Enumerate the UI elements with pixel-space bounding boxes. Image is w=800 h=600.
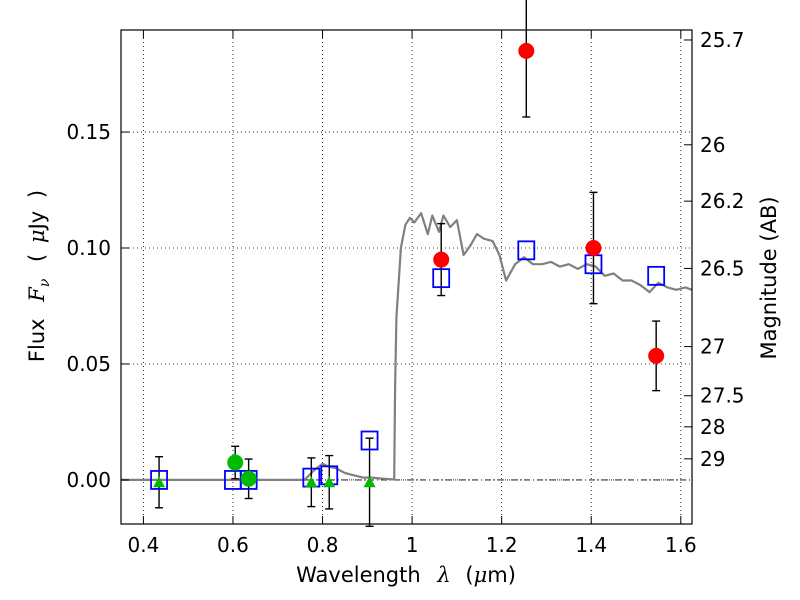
y-axis-ticks: 0.00 0.05 0.10 0.15 [66,120,129,492]
data-markers [150,42,666,490]
y-axis-label-symbol: F [25,286,49,303]
x-tick-label: 0.8 [307,533,339,557]
upper-limit-triangle-marker [323,476,336,488]
x-axis-label: Wavelength λ (μm) [296,563,516,587]
x-axis-label-text: Wavelength [296,563,421,587]
y2-tick-label: 29 [700,447,725,471]
data-circle-marker [585,240,602,257]
y2-tick-label: 26.2 [700,189,745,213]
y2-tick-label: 25.7 [700,28,745,52]
x-tick-label: 1.6 [665,533,697,557]
x-axis-ticks: 0.4 0.6 0.8 1 1.2 1.4 1.6 [127,30,697,557]
y-tick-label: 0.05 [66,352,111,376]
model-square-marker [150,470,168,490]
y-axis-label-unit-rest: Jy [25,211,49,232]
y2-tick-label: 27.5 [700,384,745,408]
upper-limit-triangle-marker [363,476,376,488]
y-tick-label: 0.15 [66,120,111,144]
y-axis-label-unit-close: ) [25,190,49,198]
y2-tick-label: 28 [700,415,725,439]
x-axis-label-unit-mu: μ [474,563,488,587]
x-axis-label-unit-open: ( [465,563,473,587]
data-circle-marker [518,42,535,59]
model-square-marker [432,268,451,289]
y-axis-label-text: Flux [25,318,49,362]
y2-tick-label: 26 [700,133,725,157]
x-axis-label-symbol: λ [436,563,450,587]
y2-axis-ticks: 25.7 26 26.2 26.5 27 27.5 28 29 [684,28,745,471]
data-circle-marker [648,347,665,364]
axes-frame [120,29,693,525]
y-tick-label: 0.10 [66,236,111,260]
x-tick-label: 1 [406,533,419,557]
model-square-marker [360,430,379,451]
y-axis-label-subscript: ν [37,278,53,287]
data-circle-marker [240,470,257,487]
x-axis-label-unit-rest: m) [487,563,516,587]
y2-tick-label: 27 [700,335,725,359]
y-tick-label: 0.00 [66,468,111,492]
x-tick-label: 0.6 [217,533,249,557]
data-circle-marker [433,251,450,268]
y2-tick-label: 26.5 [700,256,745,280]
data-circle-marker [227,454,244,471]
model-square-marker [647,265,666,286]
y-axis-label-unit-mu: μ [25,229,49,243]
model-square-marker [517,240,536,261]
x-tick-label: 1.4 [575,533,607,557]
upper-limit-triangle-marker [153,476,166,488]
upper-limit-triangle-marker [305,476,318,488]
y2-axis-label: Magnitude (AB) [757,196,781,359]
y-axis-label: Flux Fν ( μJy ) [25,190,54,362]
x-tick-label: 1.2 [486,533,518,557]
x-tick-label: 0.4 [127,533,159,557]
plot-frame [120,29,693,525]
y-axis-label-unit-open: ( [25,254,49,262]
